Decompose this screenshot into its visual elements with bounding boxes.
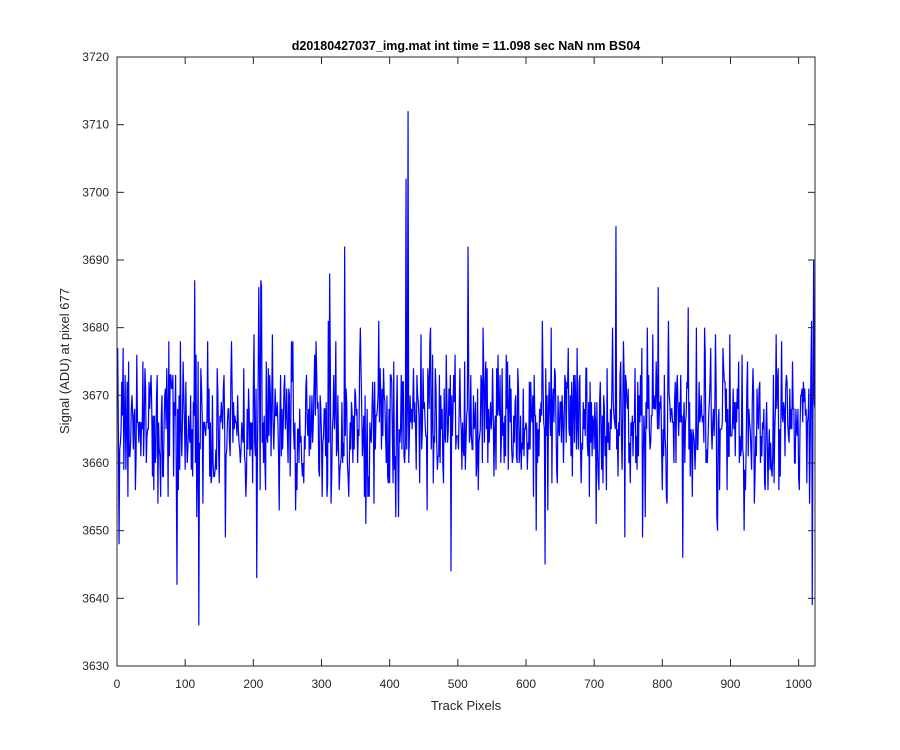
x-tick-label: 100: [175, 677, 195, 691]
x-axis-label: Track Pixels: [431, 698, 502, 713]
y-tick-label: 3650: [82, 524, 109, 538]
chart-title: d20180427037_img.mat int time = 11.098 s…: [292, 39, 641, 53]
signal-series-line: [117, 111, 816, 626]
y-tick-label: 3680: [82, 321, 109, 335]
y-tick-label: 3640: [82, 591, 109, 605]
x-tick-label: 300: [311, 677, 331, 691]
x-tick-label: 200: [243, 677, 263, 691]
y-tick-label: 3690: [82, 253, 109, 267]
series-layer: [117, 111, 816, 626]
x-tick-label: 500: [448, 677, 468, 691]
y-tick-label: 3670: [82, 388, 109, 402]
y-tick-label: 3720: [82, 50, 109, 64]
x-tick-label: 700: [584, 677, 604, 691]
x-tick-label: 1000: [785, 677, 812, 691]
x-tick-label: 400: [380, 677, 400, 691]
y-tick-label: 3700: [82, 185, 109, 199]
ticks-layer: 0 100 200 300 400 500 600 700 800 900 1000 3630 3640…: [82, 50, 815, 691]
axes-box: [116, 56, 816, 667]
y-tick-label: 3710: [82, 118, 109, 132]
x-tick-label: 800: [652, 677, 672, 691]
x-tick-label: 0: [114, 677, 121, 691]
x-tick-label: 900: [720, 677, 740, 691]
plot-area: [117, 57, 815, 666]
y-tick-label: 3660: [82, 456, 109, 470]
y-axis-label: Signal (ADU) at pixel 677: [57, 288, 72, 434]
x-tick-label: 600: [516, 677, 536, 691]
y-tick-label: 3630: [82, 659, 109, 673]
